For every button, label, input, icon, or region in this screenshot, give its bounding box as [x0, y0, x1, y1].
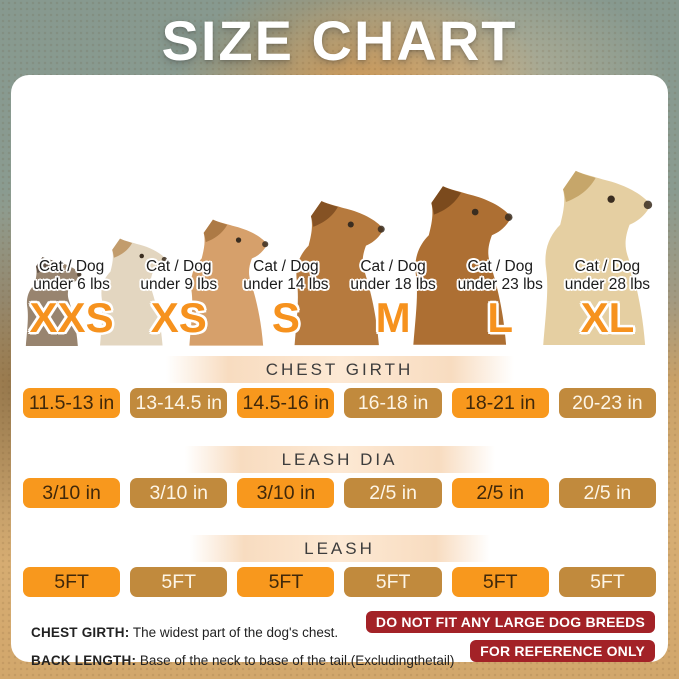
weight-label: Cat / Dog under 14 lbs — [243, 258, 329, 293]
dog-xs-illustration-icon — [100, 238, 168, 346]
weight-label: Cat / Dog under 28 lbs — [564, 258, 651, 293]
back-length-note: BACK LENGTH: Base of the neck to base of… — [31, 653, 454, 668]
chest-girth-value: 13-14.5 in — [130, 388, 228, 418]
weight-label: Cat / Dog under 23 lbs — [457, 258, 543, 293]
chest-girth-note-text: The widest part of the dog's chest. — [132, 625, 339, 640]
dog-lineup — [11, 81, 668, 347]
chest-girth-note-label: CHEST GIRTH: — [31, 625, 130, 640]
size-letter-s: S — [271, 294, 300, 341]
footer: CHEST GIRTH: The widest part of the dog'… — [11, 608, 668, 668]
weight-label: Cat / Dog under 6 lbs — [33, 258, 110, 293]
dog-xl-illustration-icon — [543, 170, 653, 345]
leash-value: 5FT — [130, 567, 228, 597]
chest-girth-row: 11.5-13 in 13-14.5 in 14.5-16 in 16-18 i… — [11, 388, 668, 418]
dog-xxs-illustration-icon — [25, 257, 82, 346]
warning-badges: DO NOT FIT ANY LARGE DOG BREEDS FOR REFE… — [365, 611, 655, 662]
weight-label: Cat / Dog under 9 lbs — [140, 258, 218, 293]
leash-value: 5FT — [344, 567, 442, 597]
chest-girth-value: 16-18 in — [344, 388, 442, 418]
size-letters-row: XXS XS S M L XL — [11, 293, 668, 343]
size-letter-m: M — [375, 294, 411, 341]
size-letter-xs: XS — [150, 294, 207, 341]
section-heading-leash-dia: LEASH DIA — [184, 446, 495, 473]
chest-girth-value: 11.5-13 in — [23, 388, 121, 418]
size-letter-xl: XL — [580, 294, 635, 341]
chest-girth-value: 18-21 in — [451, 388, 549, 418]
leash-dia-value: 3/10 in — [130, 478, 228, 508]
section-heading-leash: LEASH — [189, 535, 490, 562]
size-letter-l: L — [487, 294, 514, 341]
leash-value: 5FT — [558, 567, 656, 597]
reference-only-badge: FOR REFERENCE ONLY — [470, 640, 655, 662]
back-length-note-text: Base of the neck to base of the tail.(Ex… — [139, 653, 455, 668]
chest-girth-value: 14.5-16 in — [237, 388, 335, 418]
chest-girth-value: 20-23 in — [558, 388, 656, 418]
size-chart-card: Cat / Dog under 6 lbs Cat / Dog under 9 lb… — [11, 75, 668, 668]
leash-row: 5FT 5FT 5FT 5FT 5FT 5FT — [11, 567, 668, 597]
dog-l-illustration-icon — [412, 186, 513, 345]
weight-labels-row: Cat / Dog under 6 lbs Cat / Dog under 9 lb… — [11, 258, 668, 293]
leash-dia-row: 3/10 in 3/10 in 3/10 in 2/5 in 2/5 in 2/… — [11, 478, 668, 508]
dog-m-illustration-icon — [294, 201, 385, 346]
no-large-breeds-badge: DO NOT FIT ANY LARGE DOG BREEDS — [365, 611, 655, 633]
dog-s-illustration-icon — [189, 219, 269, 346]
leash-dia-value: 2/5 in — [558, 478, 656, 508]
leash-dia-value: 3/10 in — [23, 478, 121, 508]
page-title: SIZE CHART — [161, 9, 518, 72]
leash-value: 5FT — [451, 567, 549, 597]
leash-dia-value: 3/10 in — [237, 478, 335, 508]
weight-label: Cat / Dog under 18 lbs — [350, 258, 436, 293]
section-heading-chest-girth: CHEST GIRTH — [165, 356, 514, 383]
leash-dia-value: 2/5 in — [344, 478, 442, 508]
size-letter-xxs: XXS — [29, 294, 114, 341]
leash-dia-value: 2/5 in — [451, 478, 549, 508]
chest-girth-note: CHEST GIRTH: The widest part of the dog'… — [31, 625, 338, 640]
leash-value: 5FT — [23, 567, 121, 597]
leash-value: 5FT — [237, 567, 335, 597]
back-length-note-label: BACK LENGTH: — [31, 653, 137, 668]
